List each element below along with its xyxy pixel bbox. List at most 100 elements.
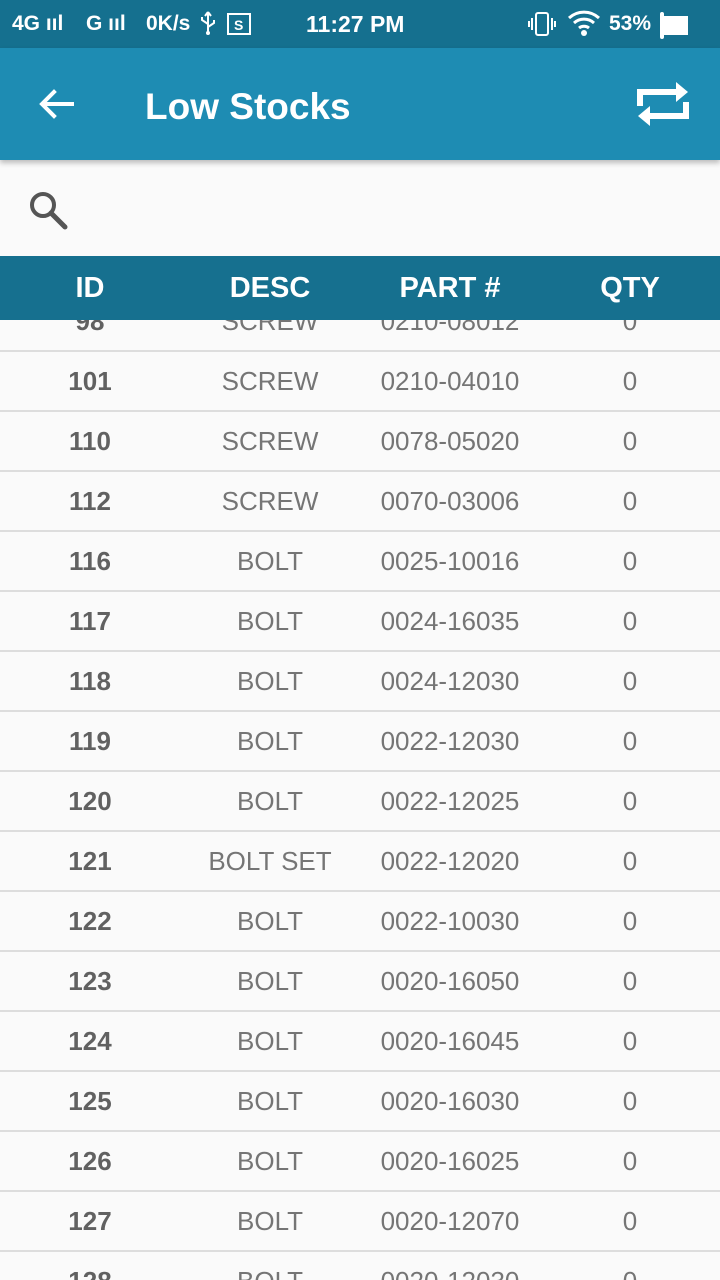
row-id: 118 <box>69 665 111 696</box>
row-part: 0022-12025 <box>380 785 520 816</box>
row-desc: SCREW <box>221 425 319 456</box>
row-desc: BOLT <box>180 1266 360 1280</box>
table-row[interactable]: 123 BOLT 0020-16050 0 <box>0 952 720 1012</box>
signal-g: G ııl <box>86 12 126 35</box>
row-qty: 0 <box>622 485 638 516</box>
table-row[interactable]: 121 BOLT SET 0022-12020 0 <box>0 832 720 892</box>
row-part: 0020-12070 <box>380 1205 520 1236</box>
row-qty: 0 <box>540 1266 720 1280</box>
row-id: 116 <box>69 545 111 576</box>
row-part: 0020-16030 <box>380 1085 520 1116</box>
row-qty: 0 <box>622 845 638 876</box>
table-row[interactable]: 122 BOLT 0022-10030 0 <box>0 892 720 952</box>
data-speed: 0K/s <box>146 12 191 35</box>
header-part[interactable]: PART # <box>399 271 501 304</box>
signal-4g: 4G ııl <box>12 12 64 35</box>
row-part: 0022-12030 <box>380 725 520 756</box>
row-desc: BOLT <box>237 1205 303 1236</box>
row-id: 117 <box>69 605 111 636</box>
back-button[interactable] <box>32 80 80 128</box>
row-desc: BOLT <box>237 905 303 936</box>
row-qty: 0 <box>622 665 638 696</box>
row-qty: 0 <box>622 1145 638 1176</box>
row-part: 0020-12030 <box>360 1266 540 1280</box>
sim-icon: S <box>226 12 252 42</box>
wifi-icon <box>567 9 601 43</box>
svg-text:S: S <box>234 17 243 33</box>
row-desc: SCREW <box>221 365 319 396</box>
row-id: 121 <box>68 845 112 876</box>
battery-percent: 53% <box>609 12 652 35</box>
row-id: 101 <box>68 365 112 396</box>
row-qty: 0 <box>622 545 638 576</box>
stock-list[interactable]: 98 SCREW 0210-08012 0 101 SCREW 0210-04010 0 1… <box>0 292 720 1280</box>
row-part: 0210-04010 <box>380 365 520 396</box>
row-qty: 0 <box>622 785 638 816</box>
row-desc: SCREW <box>221 485 319 516</box>
header-desc[interactable]: DESC <box>229 271 311 304</box>
row-id: 120 <box>68 785 112 816</box>
table-row[interactable]: 117 BOLT 0024-16035 0 <box>0 592 720 652</box>
table-row[interactable]: 119 BOLT 0022-12030 0 <box>0 712 720 772</box>
row-desc: BOLT <box>237 1085 303 1116</box>
repeat-icon <box>637 82 689 126</box>
table-row[interactable]: 110 SCREW 0078-05020 0 <box>0 412 720 472</box>
row-id: 123 <box>68 965 112 996</box>
search-icon[interactable] <box>26 188 70 232</box>
row-id: 124 <box>68 1025 112 1056</box>
table-row[interactable]: 116 BOLT 0025-10016 0 <box>0 532 720 592</box>
vibrate-icon <box>528 11 556 43</box>
row-desc: BOLT <box>237 605 303 636</box>
table-row[interactable]: 101 SCREW 0210-04010 0 <box>0 352 720 412</box>
table-row[interactable]: 125 BOLT 0020-16030 0 <box>0 1072 720 1132</box>
row-desc: BOLT <box>237 725 303 756</box>
row-desc: BOLT SET <box>208 845 332 876</box>
row-desc: BOLT <box>237 785 303 816</box>
row-desc: BOLT <box>237 545 303 576</box>
row-part: 0024-12030 <box>380 665 520 696</box>
table-row[interactable]: 118 BOLT 0024-12030 0 <box>0 652 720 712</box>
row-qty: 0 <box>622 905 638 936</box>
table-row[interactable]: 127 BOLT 0020-12070 0 <box>0 1192 720 1252</box>
search-bar <box>0 160 720 256</box>
row-part: 0022-12020 <box>380 845 520 876</box>
row-id: 122 <box>68 905 112 936</box>
row-desc: BOLT <box>237 1145 303 1176</box>
row-id: 119 <box>69 725 111 756</box>
row-qty: 0 <box>622 1205 638 1236</box>
row-qty: 0 <box>622 1025 638 1056</box>
row-id: 112 <box>69 485 111 516</box>
row-qty: 0 <box>622 725 638 756</box>
row-qty: 0 <box>622 425 638 456</box>
row-id: 125 <box>68 1085 112 1116</box>
clock: 11:27 PM <box>306 11 405 37</box>
row-part: 0022-10030 <box>380 905 520 936</box>
row-id: 126 <box>68 1145 112 1176</box>
header-id[interactable]: ID <box>75 271 105 304</box>
header-qty[interactable]: QTY <box>600 271 660 304</box>
row-desc: BOLT <box>237 1025 303 1056</box>
usb-icon <box>198 10 218 42</box>
row-desc: BOLT <box>237 965 303 996</box>
search-input[interactable] <box>86 182 696 234</box>
battery-icon <box>660 12 688 39</box>
table-row[interactable]: 112 SCREW 0070-03006 0 <box>0 472 720 532</box>
row-id: 128 <box>0 1266 180 1280</box>
table-row[interactable]: 120 BOLT 0022-12025 0 <box>0 772 720 832</box>
arrow-back-icon <box>39 89 74 119</box>
row-qty: 0 <box>622 605 638 636</box>
row-part: 0070-03006 <box>380 485 520 516</box>
row-qty: 0 <box>622 965 638 996</box>
table-row[interactable]: 124 BOLT 0020-16045 0 <box>0 1012 720 1072</box>
app-bar: Low Stocks <box>0 48 720 160</box>
row-id: 110 <box>69 425 111 456</box>
row-part: 0020-16045 <box>380 1025 520 1056</box>
row-part: 0078-05020 <box>380 425 520 456</box>
row-part: 0020-16025 <box>380 1145 520 1176</box>
status-bar: 4G ııl G ııl 0K/s S 11:27 PM 53% <box>0 0 720 48</box>
table-row[interactable]: 126 BOLT 0020-16025 0 <box>0 1132 720 1192</box>
row-desc: BOLT <box>237 665 303 696</box>
sync-button[interactable] <box>630 76 696 132</box>
row-qty: 0 <box>622 1085 638 1116</box>
